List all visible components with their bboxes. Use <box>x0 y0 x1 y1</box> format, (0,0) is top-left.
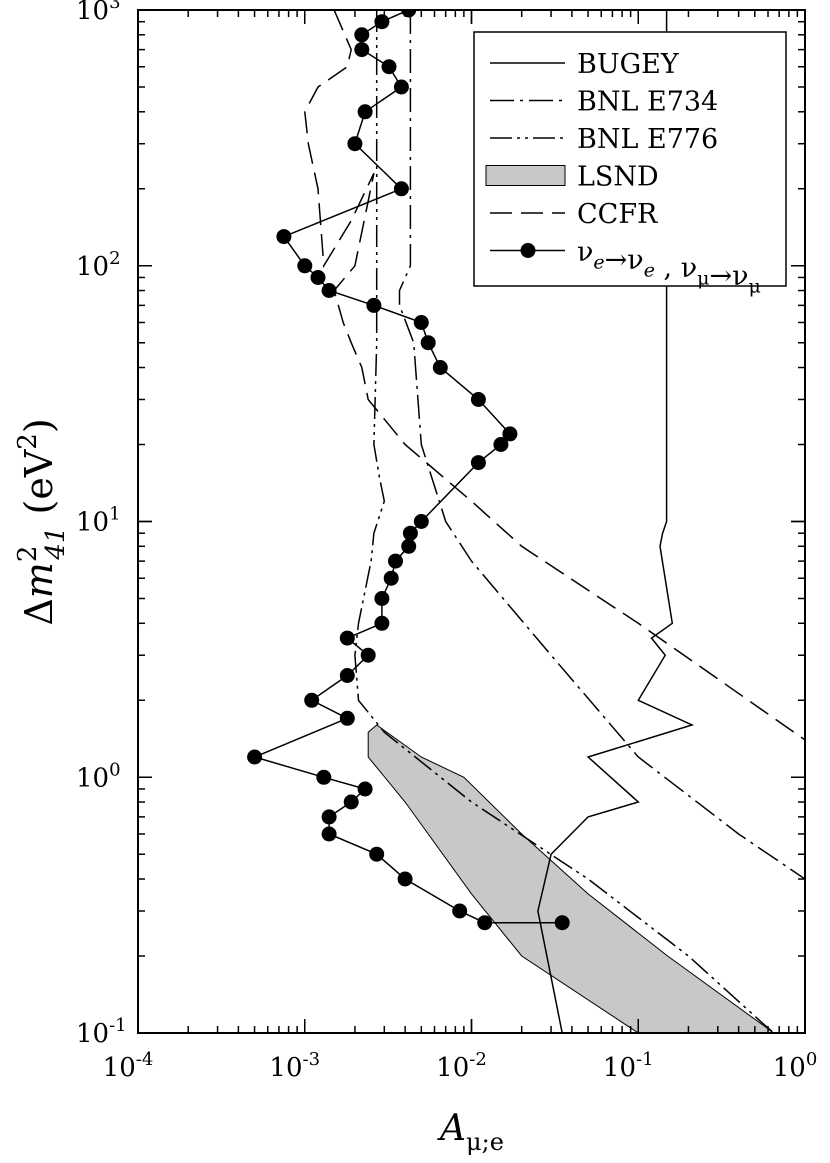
data-point <box>369 846 385 862</box>
x-tick-label: 100 <box>773 1049 818 1083</box>
data-point <box>360 647 376 663</box>
x-tick-label: 10-4 <box>103 1049 154 1083</box>
data-point <box>374 591 390 606</box>
data-point <box>354 42 370 58</box>
data-point <box>316 769 332 785</box>
data-point <box>381 59 397 75</box>
data-point <box>470 455 486 471</box>
x-tick-label: 10-3 <box>269 1049 320 1083</box>
series-bnl-e734-line <box>398 10 805 880</box>
x-tick-label: 10-1 <box>603 1049 654 1083</box>
data-point <box>343 794 359 810</box>
data-point <box>452 903 468 919</box>
legend-marker <box>520 243 536 258</box>
data-point <box>347 136 363 152</box>
legend-label: νe→νe , νμ→νμ <box>577 237 761 298</box>
legend-label: BNL E776 <box>577 124 718 155</box>
x-axis-title: Aμ;e <box>437 1108 504 1156</box>
data-point <box>393 181 409 197</box>
data-point <box>393 79 409 95</box>
axis-ticks <box>137 9 806 1034</box>
data-point <box>357 781 373 797</box>
data-point <box>339 710 355 726</box>
data-point <box>339 668 355 683</box>
data-point <box>413 315 429 330</box>
x-tick-label: 10-2 <box>436 1049 487 1083</box>
data-point <box>247 749 263 765</box>
data-point <box>470 392 486 407</box>
data-point <box>413 514 429 529</box>
series-lsnd-region <box>367 724 775 1033</box>
data-point <box>357 104 373 120</box>
data-point <box>374 14 390 30</box>
series-bugey-line <box>537 10 695 1033</box>
data-point <box>339 630 355 646</box>
data-point <box>383 570 399 586</box>
series-bnl-e776-line <box>354 10 775 1033</box>
y-tick-label: 100 <box>76 759 121 793</box>
data-point <box>432 360 448 375</box>
data-point <box>374 615 390 631</box>
data-point <box>321 809 337 825</box>
y-tick-label: 101 <box>76 504 121 538</box>
data-point <box>310 270 326 285</box>
legend-swatch <box>485 165 566 186</box>
legend-label: CCFR <box>577 199 658 230</box>
legend-label: BNL E734 <box>577 87 718 118</box>
legend: BUGEY BNL E734 BNL E776 LSND CCFR νe→νe , νμ→… <box>473 31 787 298</box>
data-point <box>397 871 413 887</box>
axis-labels: 10-4 10-3 10-2 10-1 100 10-1 100 101 102 103 Aμ;e Δ… <box>13 0 817 1156</box>
data-point <box>276 229 292 245</box>
data-point <box>304 692 320 708</box>
legend-label: BUGEY <box>577 49 680 80</box>
data-point <box>554 915 570 931</box>
data-point <box>493 437 509 452</box>
data-point <box>354 27 370 43</box>
data-point <box>388 553 403 569</box>
data-point <box>402 525 418 541</box>
data-point <box>420 335 436 351</box>
data-point <box>321 826 337 842</box>
data-point <box>321 283 337 298</box>
data-point <box>502 426 518 442</box>
data-point <box>477 915 493 931</box>
y-tick-label: 10-1 <box>76 1015 127 1049</box>
y-axis-title: Δm241 (eV2) <box>13 418 71 625</box>
plot-area <box>247 10 805 1033</box>
legend-label: LSND <box>577 162 659 193</box>
data-point <box>366 297 382 313</box>
y-tick-label: 103 <box>76 0 121 26</box>
data-point <box>297 258 313 274</box>
data-point <box>401 538 417 554</box>
y-tick-label: 102 <box>76 248 121 282</box>
series-ccfr-line <box>304 10 805 741</box>
